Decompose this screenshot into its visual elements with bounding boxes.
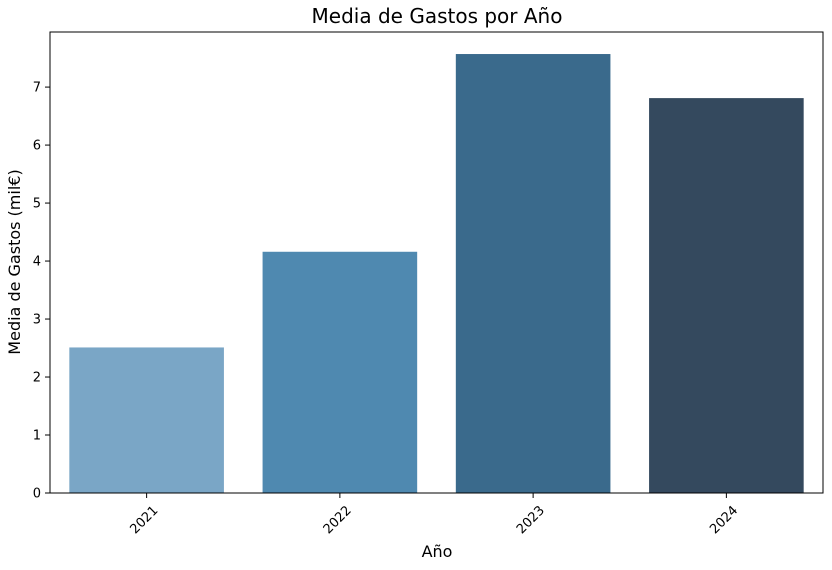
bar-2021 <box>69 347 224 493</box>
y-tick-label-2: 2 <box>33 371 41 386</box>
y-tick-label-3: 3 <box>33 313 41 328</box>
x-tick-label-2022: 2022 <box>321 503 355 537</box>
x-tick-label-2021: 2021 <box>127 503 161 537</box>
y-tick-label-5: 5 <box>33 197 41 212</box>
x-axis-label: Año <box>422 542 453 561</box>
y-tick-label-6: 6 <box>33 139 41 154</box>
chart-title: Media de Gastos por Año <box>312 4 563 28</box>
bars-group <box>69 54 804 494</box>
y-axis-ticks: 0 1 2 3 4 5 6 7 <box>33 81 50 502</box>
y-tick-label-7: 7 <box>33 81 41 96</box>
x-tick-label-2024: 2024 <box>707 503 741 537</box>
x-tick-label-2023: 2023 <box>514 503 548 537</box>
y-tick-label-0: 0 <box>33 487 41 502</box>
bar-2023 <box>455 54 611 494</box>
plot-frame <box>49 31 824 494</box>
y-tick-label-4: 4 <box>33 255 41 270</box>
y-axis-label: Media de Gastos (mil€) <box>5 169 24 354</box>
x-axis-ticks: 2021 2022 2023 2024 <box>127 493 741 537</box>
y-tick-label-1: 1 <box>33 429 41 444</box>
bar-2024 <box>649 98 804 494</box>
bar-2022 <box>262 251 418 493</box>
